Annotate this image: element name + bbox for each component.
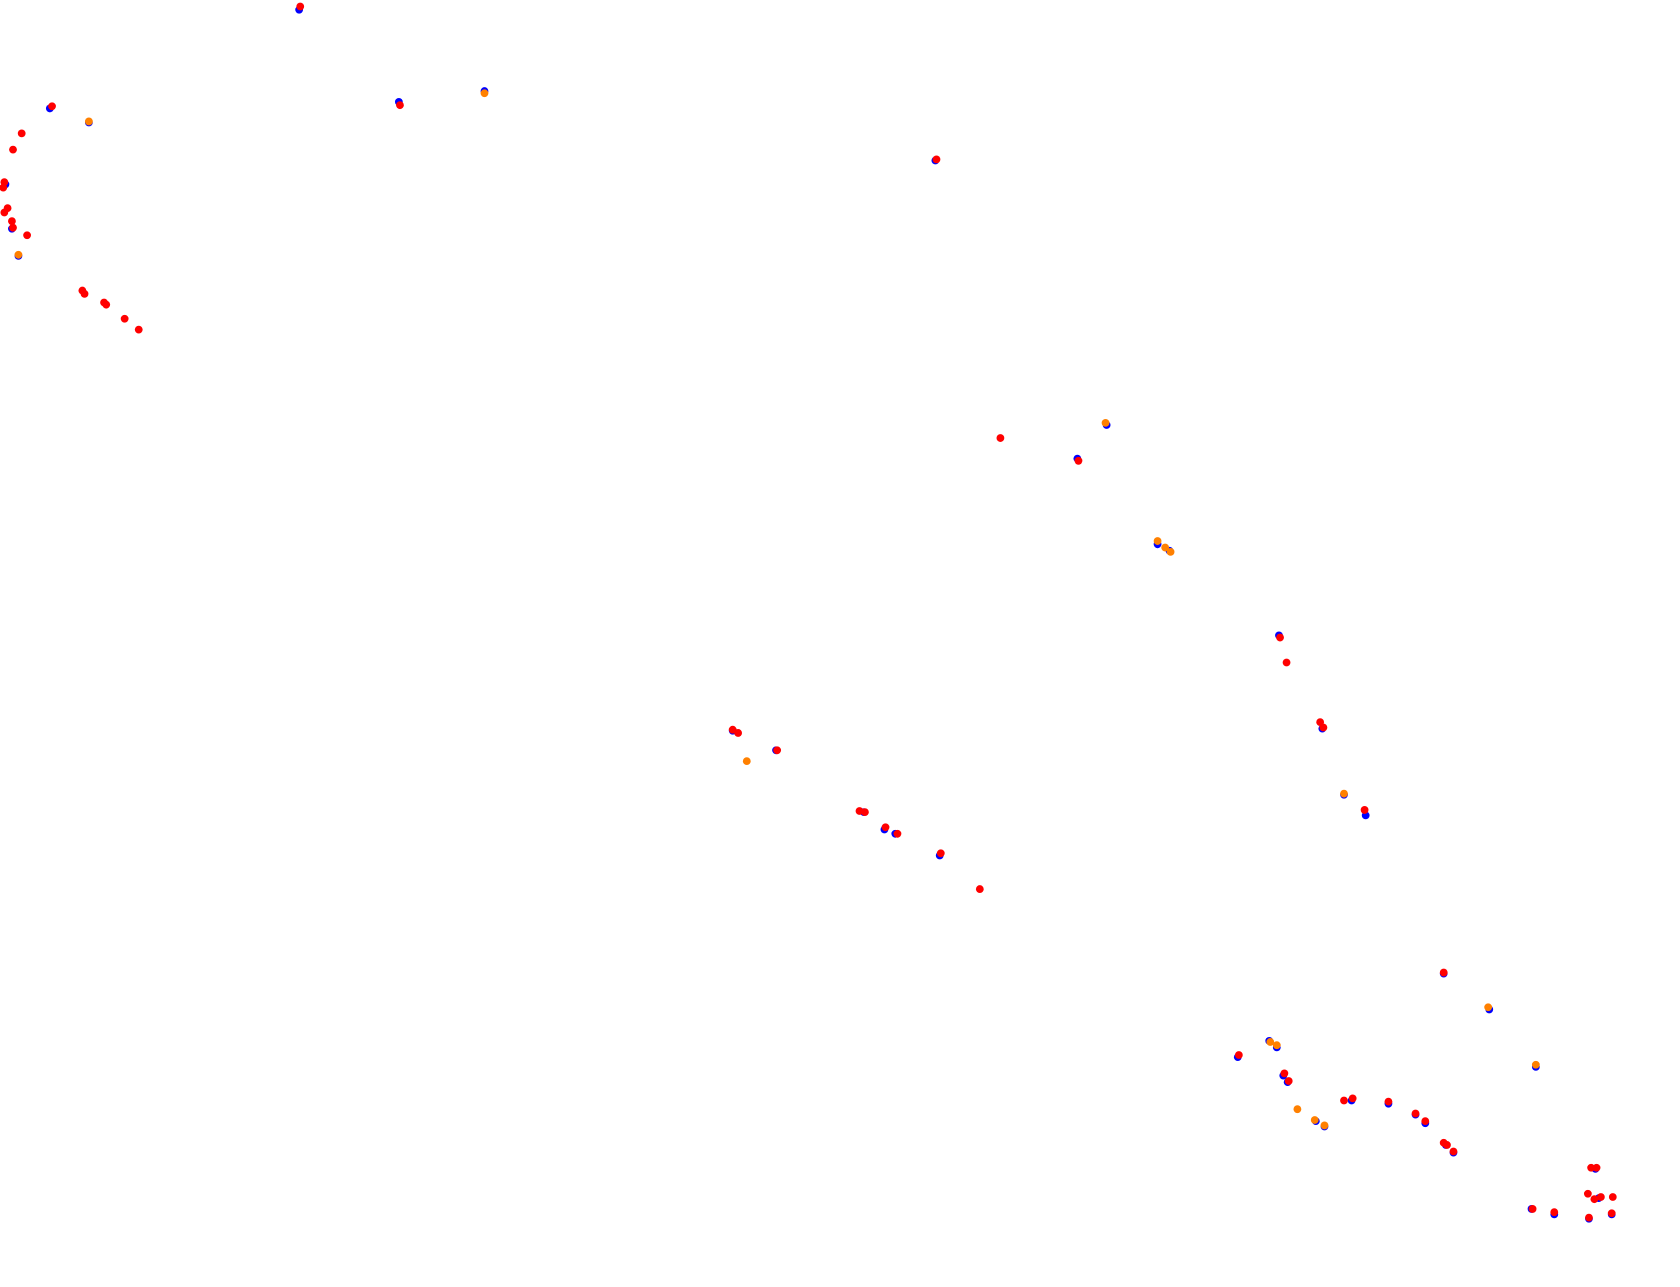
data-point — [1596, 1193, 1605, 1201]
data-point — [1585, 1213, 1593, 1222]
data-point — [1592, 1163, 1601, 1172]
data-point — [975, 885, 984, 893]
data-point — [396, 101, 404, 110]
data-point — [1074, 456, 1083, 465]
data-point — [1340, 789, 1348, 798]
data-point — [9, 145, 17, 154]
data-point — [1590, 1195, 1599, 1204]
data-point — [9, 223, 17, 232]
data-point — [1528, 1205, 1537, 1213]
data-point — [773, 746, 782, 755]
data-point — [1276, 633, 1284, 642]
data-point — [1608, 1193, 1617, 1201]
data-point — [1443, 1141, 1451, 1149]
data-point — [296, 2, 305, 11]
data-point — [1319, 723, 1328, 732]
data-point — [1272, 1041, 1281, 1050]
data-point — [1411, 1109, 1420, 1118]
data-point — [1310, 1116, 1319, 1124]
data-point — [102, 300, 111, 309]
data-point — [120, 314, 129, 323]
data-point — [1293, 1105, 1302, 1114]
data-point — [84, 117, 93, 126]
data-point — [80, 289, 89, 298]
data-point — [1587, 1163, 1596, 1172]
data-point — [0, 183, 8, 192]
data-point — [1280, 1069, 1289, 1078]
data-point — [1421, 1117, 1430, 1126]
data-point — [17, 129, 26, 138]
data-point — [996, 434, 1005, 442]
data-point — [0, 208, 9, 217]
data-point — [1449, 1147, 1458, 1156]
data-point — [734, 729, 743, 737]
data-point — [881, 823, 890, 832]
data-point — [932, 155, 941, 164]
data-point — [14, 250, 23, 259]
data-point — [1550, 1208, 1559, 1217]
data-point — [1234, 1051, 1243, 1059]
series-0 — [1, 5, 1616, 1223]
data-point — [1583, 1189, 1592, 1198]
data-point — [480, 89, 489, 98]
series-2 — [0, 2, 1617, 1222]
data-point — [861, 808, 869, 817]
data-point — [1484, 1003, 1493, 1012]
data-point — [48, 102, 56, 111]
data-point — [1282, 658, 1291, 667]
data-point — [893, 829, 902, 838]
data-point — [1360, 806, 1369, 814]
data-point — [1266, 1038, 1275, 1046]
data-point — [1384, 1097, 1393, 1106]
series-1 — [14, 89, 1540, 1130]
data-point — [1153, 537, 1162, 545]
data-point — [936, 849, 945, 858]
data-point — [1166, 547, 1175, 556]
data-point — [1607, 1209, 1616, 1218]
data-point — [1340, 1096, 1348, 1105]
data-point — [742, 757, 751, 766]
data-point — [1101, 418, 1110, 427]
data-point — [8, 217, 16, 226]
data-point — [23, 231, 31, 240]
data-point — [1284, 1077, 1293, 1085]
data-point — [1348, 1094, 1357, 1103]
data-point — [134, 325, 143, 334]
data-point — [1439, 968, 1448, 977]
data-point — [1320, 1121, 1329, 1130]
data-point — [1531, 1060, 1540, 1069]
data-point — [1161, 543, 1170, 552]
